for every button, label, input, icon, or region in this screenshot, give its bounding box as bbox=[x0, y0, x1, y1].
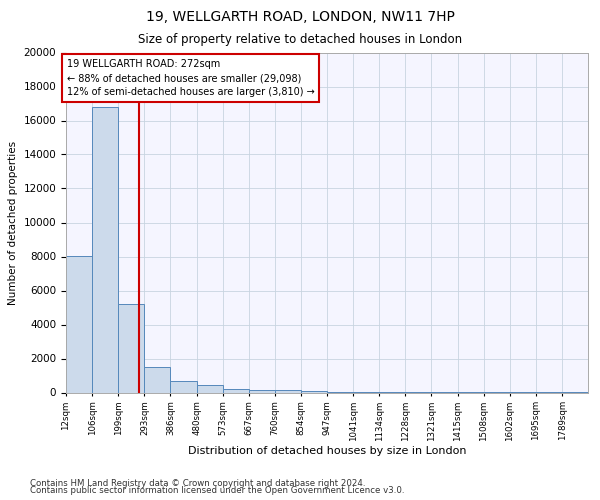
Bar bbox=[249, 390, 275, 392]
Bar bbox=[66, 256, 92, 392]
Text: 19 WELLGARTH ROAD: 272sqm
← 88% of detached houses are smaller (29,098)
12% of s: 19 WELLGARTH ROAD: 272sqm ← 88% of detac… bbox=[67, 60, 314, 98]
Bar bbox=[145, 367, 170, 392]
Bar bbox=[197, 385, 223, 392]
Text: 19, WELLGARTH ROAD, LONDON, NW11 7HP: 19, WELLGARTH ROAD, LONDON, NW11 7HP bbox=[146, 10, 454, 24]
Bar bbox=[118, 304, 145, 392]
X-axis label: Distribution of detached houses by size in London: Distribution of detached houses by size … bbox=[188, 446, 466, 456]
Bar bbox=[275, 390, 301, 392]
Bar bbox=[170, 380, 197, 392]
Text: Contains HM Land Registry data © Crown copyright and database right 2024.: Contains HM Land Registry data © Crown c… bbox=[30, 478, 365, 488]
Text: Size of property relative to detached houses in London: Size of property relative to detached ho… bbox=[138, 32, 462, 46]
Bar bbox=[223, 389, 249, 392]
Text: Contains public sector information licensed under the Open Government Licence v3: Contains public sector information licen… bbox=[30, 486, 404, 495]
Bar bbox=[301, 391, 327, 392]
Bar bbox=[92, 107, 118, 393]
Y-axis label: Number of detached properties: Number of detached properties bbox=[8, 140, 18, 304]
